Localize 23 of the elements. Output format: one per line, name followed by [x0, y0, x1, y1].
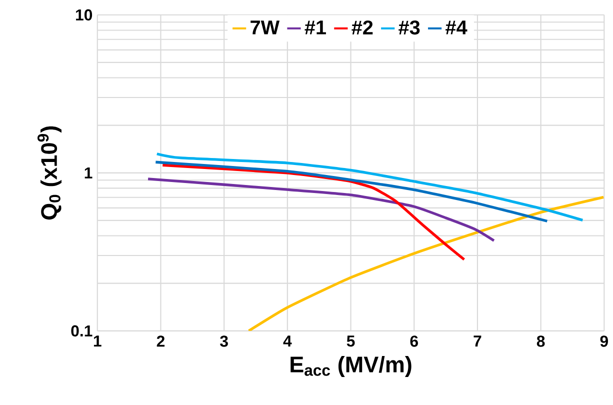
y-tick-label: 0.1	[71, 325, 92, 336]
x-axis-title: E$_{acc}$ (MV/m)	[290, 356, 412, 377]
y-tick-label: 1	[84, 167, 92, 178]
x-tick-label: 4	[283, 335, 292, 346]
legend-label: #1	[304, 20, 326, 34]
x-tick-label: 3	[220, 335, 228, 347]
x-tick-label: 2	[156, 335, 165, 346]
x-tick-label: 6	[410, 335, 418, 347]
legend-label: #2	[352, 20, 373, 34]
x-tick-label: 8	[536, 335, 545, 347]
x-tick-label: 9	[600, 335, 608, 347]
line-series	[154, 160, 548, 222]
legend-label: #4	[446, 20, 468, 34]
legend-label: 7W	[250, 20, 280, 34]
x-tick-label: 1	[94, 335, 102, 346]
x-tick-label: 7	[474, 335, 482, 346]
y-axis-title: Q$_{0}$ (x10$^{9}$)	[38, 126, 62, 220]
line-series	[156, 152, 584, 222]
legend-label: #3	[398, 20, 420, 34]
line-series	[146, 177, 496, 242]
x-tick-label: 5	[346, 335, 355, 346]
y-tick-label: 10	[76, 9, 92, 20]
line-series	[247, 196, 604, 331]
